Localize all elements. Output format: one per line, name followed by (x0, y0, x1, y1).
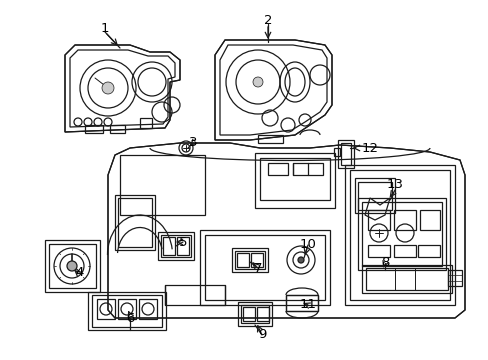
Bar (447, 270, 461, 286)
Bar (333, 148, 339, 156)
Text: 6: 6 (125, 311, 134, 324)
Bar (393, 245, 415, 257)
Bar (161, 235, 191, 257)
Bar (241, 305, 268, 323)
Bar (260, 158, 329, 200)
Text: 3: 3 (188, 136, 197, 149)
Bar (238, 302, 271, 326)
Text: 10: 10 (299, 238, 316, 252)
Bar (120, 155, 204, 215)
Circle shape (102, 82, 114, 94)
Text: 2: 2 (263, 13, 272, 27)
Bar (367, 210, 389, 230)
Bar (267, 163, 287, 175)
Bar (357, 198, 445, 270)
Bar (237, 253, 248, 267)
Bar (354, 178, 394, 213)
Bar (367, 245, 389, 257)
Polygon shape (65, 45, 180, 132)
Bar (235, 251, 264, 269)
Bar (447, 275, 461, 281)
Bar (254, 153, 334, 208)
Bar (88, 292, 165, 330)
Text: 11: 11 (299, 298, 316, 311)
Bar (361, 202, 441, 266)
Bar (285, 295, 317, 311)
Circle shape (297, 257, 304, 263)
Bar (393, 210, 415, 230)
Text: 4: 4 (76, 266, 84, 279)
Bar (163, 237, 175, 255)
Bar (231, 248, 267, 272)
Bar (200, 230, 329, 305)
Bar (92, 295, 162, 327)
Bar (45, 240, 100, 292)
Bar (357, 182, 391, 210)
Text: 1: 1 (101, 22, 109, 35)
Bar (365, 268, 447, 290)
Bar (110, 125, 125, 133)
Bar (118, 299, 136, 319)
Bar (177, 237, 189, 255)
Bar (285, 295, 317, 311)
Bar (257, 307, 268, 321)
Bar (258, 135, 283, 143)
Bar (349, 170, 449, 300)
Text: 5: 5 (179, 235, 187, 248)
Bar (345, 165, 454, 305)
Bar (164, 285, 224, 305)
Bar (340, 143, 350, 165)
Polygon shape (215, 40, 331, 140)
Bar (292, 163, 323, 175)
Text: 12: 12 (361, 141, 378, 154)
Text: 8: 8 (380, 256, 388, 270)
Bar (250, 253, 263, 267)
Circle shape (252, 77, 263, 87)
Bar (204, 235, 325, 300)
Bar (243, 307, 254, 321)
Bar (118, 198, 152, 247)
Bar (419, 210, 439, 230)
Polygon shape (108, 143, 464, 318)
Bar (337, 140, 353, 168)
Bar (158, 232, 194, 260)
Bar (361, 265, 451, 293)
Text: 13: 13 (386, 179, 403, 192)
Circle shape (67, 261, 77, 271)
Bar (115, 195, 155, 250)
Text: 7: 7 (253, 261, 262, 274)
Bar (417, 245, 439, 257)
Bar (49, 244, 96, 288)
Text: 9: 9 (257, 328, 265, 342)
Bar (97, 299, 115, 319)
Bar (139, 299, 157, 319)
Bar (140, 118, 152, 128)
Bar (85, 125, 103, 133)
